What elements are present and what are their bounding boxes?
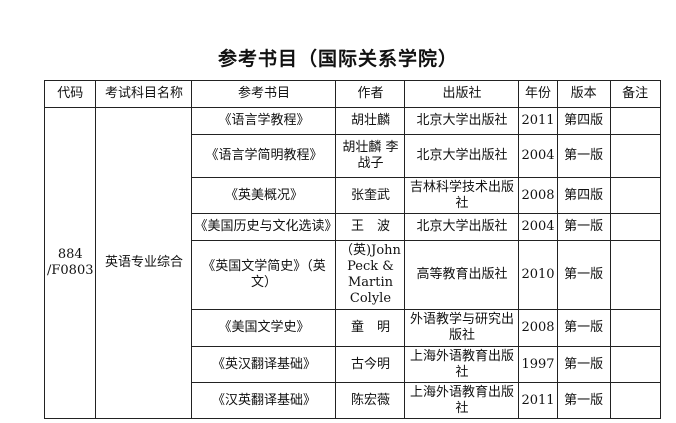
reference-table: 代码 考试科目名称 参考书目 作者 出版社 年份 版本 备注 884 /F0803 英语专业综合…: [43, 80, 661, 419]
publisher-cell: 外语教学与研究出版社: [404, 309, 520, 347]
note-cell: [609, 382, 661, 419]
note-cell: [609, 309, 661, 347]
publisher-cell: 北京大学出版社: [404, 107, 520, 135]
publisher-cell: 高等教育出版社: [404, 240, 520, 310]
edition-cell: 第一版: [556, 240, 611, 310]
book-cell: 《汉英翻译基础》: [191, 382, 337, 419]
author-cell: 胡壮麟: [335, 107, 406, 135]
book-cell: 《语言学简明教程》: [191, 134, 337, 178]
column-header: 参考书目: [191, 80, 337, 108]
book-cell: 《英美概况》: [191, 177, 337, 214]
table-row: 《汉英翻译基础》 陈宏薇 上海外语教育出版社 2011 第一版: [45, 382, 661, 419]
note-cell: [609, 107, 661, 135]
year-cell: 2004: [518, 213, 558, 241]
author-cell: 王 波: [335, 213, 406, 241]
note-cell: [609, 177, 661, 214]
column-header: 出版社: [404, 80, 520, 108]
author-cell: 童 明: [335, 309, 406, 347]
book-cell: 《美国历史与文化选读》: [191, 213, 338, 241]
author-cell: 胡壮麟 李战子: [335, 134, 406, 178]
publisher-cell: 北京大学出版社: [404, 134, 520, 178]
publisher-cell: 上海外语教育出版社: [404, 382, 520, 419]
table-row: 《英汉翻译基础》 古今明 上海外语教育出版社 1997 第一版: [45, 346, 661, 383]
edition-cell: 第四版: [556, 177, 611, 214]
code-cell: 884 /F0803: [43, 107, 97, 419]
column-header: 代码: [43, 80, 97, 108]
year-cell: 2004: [518, 134, 558, 178]
publisher-cell: 北京大学出版社: [404, 213, 520, 241]
edition-cell: 第四版: [556, 107, 611, 135]
author-cell: （英)John Peck & Martin Colyle: [335, 240, 406, 310]
note-cell: [609, 346, 661, 383]
column-header: 考试科目名称: [95, 80, 193, 108]
edition-cell: 第一版: [556, 309, 611, 347]
author-cell: 古今明: [335, 346, 406, 383]
edition-cell: 第一版: [556, 134, 611, 178]
column-header: 备注: [609, 80, 661, 108]
book-cell: 《英国文学简史》（英文）: [191, 240, 337, 310]
table-row: 《美国文学史》童 明外语教学与研究出版社 2008 第一版: [45, 309, 661, 347]
author-cell: 张奎武: [335, 177, 406, 214]
edition-cell: 第一版: [556, 346, 611, 383]
edition-cell: 第一版: [556, 382, 611, 419]
table-row: 884 /F0803 英语专业综合 《语言学教程》 胡壮麟 北京大学出版社 2011 第四版: [43, 107, 661, 419]
subject-cell: 英语专业综合: [95, 107, 193, 419]
year-cell: 2011: [518, 382, 558, 419]
column-header: 作者: [335, 80, 406, 108]
note-cell: [609, 134, 661, 178]
year-cell: 2011: [518, 107, 558, 135]
publisher-cell: 上海外语教育出版社: [404, 346, 520, 383]
publisher-cell: 吉林科学技术出版社: [404, 177, 520, 214]
note-cell: [609, 240, 661, 310]
column-header: 年份: [518, 80, 558, 108]
book-cell: 《美国文学史》: [191, 309, 337, 347]
note-cell: [609, 213, 661, 241]
year-cell: 1997: [518, 346, 558, 383]
book-cell: 《语言学教程》: [191, 107, 337, 135]
header-row: 代码 考试科目名称 参考书目 作者 出版社 年份 版本 备注: [43, 80, 661, 108]
author-cell: 陈宏薇: [335, 382, 406, 419]
year-cell: 2010: [518, 240, 558, 310]
table-row: 《语言学简明教程》 胡壮麟 李战子 北京大学出版社 2004 第一版: [45, 134, 661, 178]
page-title: 参考书目（国际关系学院）: [217, 48, 458, 70]
year-cell: 2008: [518, 309, 558, 347]
table-row: 《英美概况》 张奎武 吉林科学技术出版社 2008 第四版: [45, 177, 661, 214]
book-cell: 《英汉翻译基础》: [191, 346, 337, 383]
edition-cell: 第一版: [556, 213, 611, 241]
year-cell: 2008: [518, 177, 558, 214]
column-header: 版本: [556, 80, 611, 108]
table-row: 《美国历史与文化选读》王 波北京大学出版社 2004 第一版: [45, 213, 661, 241]
